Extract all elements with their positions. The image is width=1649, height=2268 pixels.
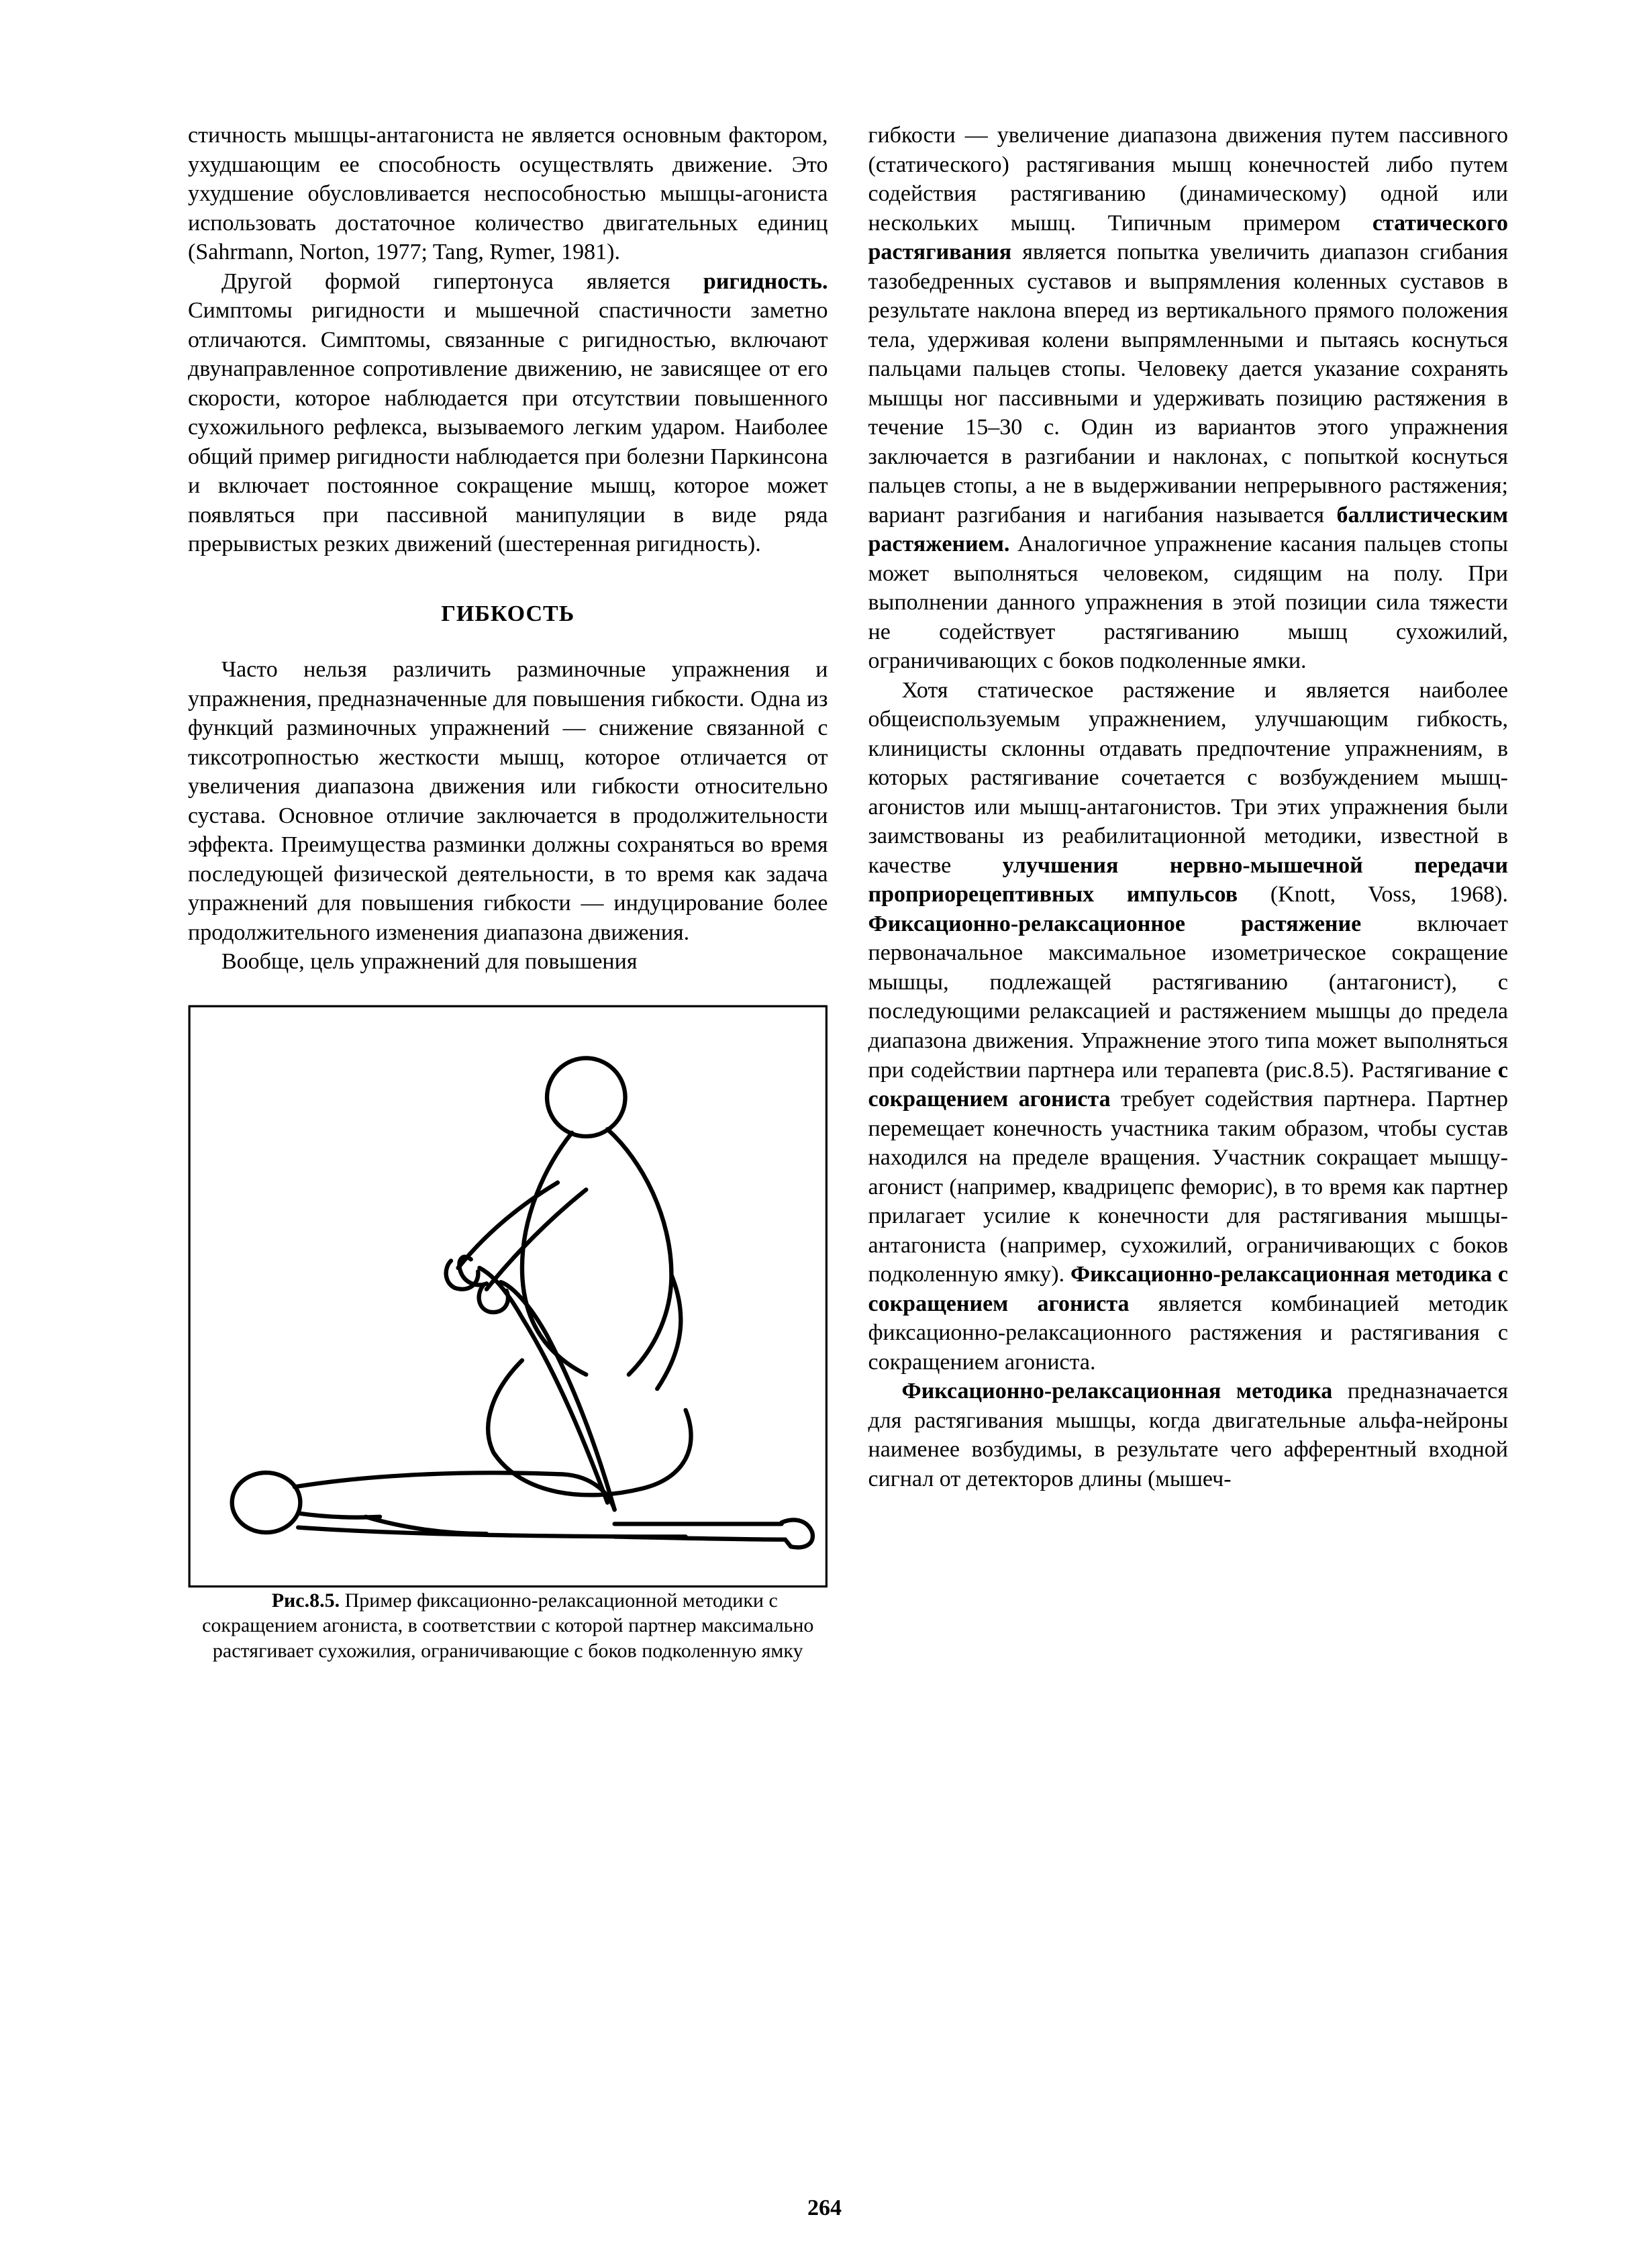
page: стичность мышцы-антагониста не является … [0,0,1649,2268]
text: требует содействия партнера. Партнер пер… [868,1087,1509,1287]
term-hold-relax-method: Фиксационно-релаксационная методика [902,1379,1333,1403]
text: Другой формой гипертонуса является [221,269,703,294]
figure-lineart [232,1058,813,1547]
para: Часто нельзя различить разминочные упраж… [188,655,828,947]
term-rigidity: ригидность. [703,269,828,294]
para: гибкости — увеличение диапазона движения… [868,121,1509,676]
left-column: стичность мышцы-антагониста не является … [188,121,828,2034]
figure-caption: Рис.8.5. Пример фиксационно-релаксационн… [188,1588,828,1664]
figure-label: Рис.8.5. [272,1589,340,1612]
figure-8-5: Рис.8.5. Пример фиксационно-релаксационн… [188,1005,828,1663]
text: Симптомы ригидности и мышечной спастично… [188,298,828,556]
text: включает первоначальное максимальное изо… [868,911,1509,1083]
para: Другой формой гипертонуса является ригид… [188,267,828,559]
text: Хотя статическое растяжение и является н… [868,678,1509,878]
page-number: 264 [0,2196,1649,2221]
para: Фиксационно-релаксационная методика пред… [868,1377,1509,1493]
text: (Knott, Voss, 1968). [1238,882,1508,907]
para: стичность мышцы-антагониста не является … [188,121,828,267]
para: Вообще, цель упражнений для повышения [188,947,828,977]
text: является попытка увеличить диапазон сгиб… [868,240,1509,528]
section-heading-flexibility: ГИБКОСТЬ [188,599,828,629]
para: Хотя статическое растяжение и является н… [868,676,1509,1377]
term-hold-relax: Фиксационно-релаксационное растяжение [868,911,1362,936]
right-column: гибкости — увеличение диапазона движения… [868,121,1509,2034]
figure-illustration [188,1005,828,1588]
two-column-layout: стичность мышцы-антагониста не является … [188,121,1508,2034]
